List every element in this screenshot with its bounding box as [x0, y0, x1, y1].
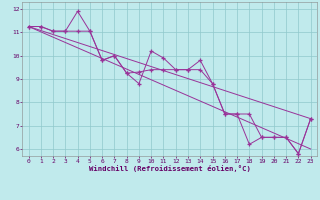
X-axis label: Windchill (Refroidissement éolien,°C): Windchill (Refroidissement éolien,°C) — [89, 165, 251, 172]
